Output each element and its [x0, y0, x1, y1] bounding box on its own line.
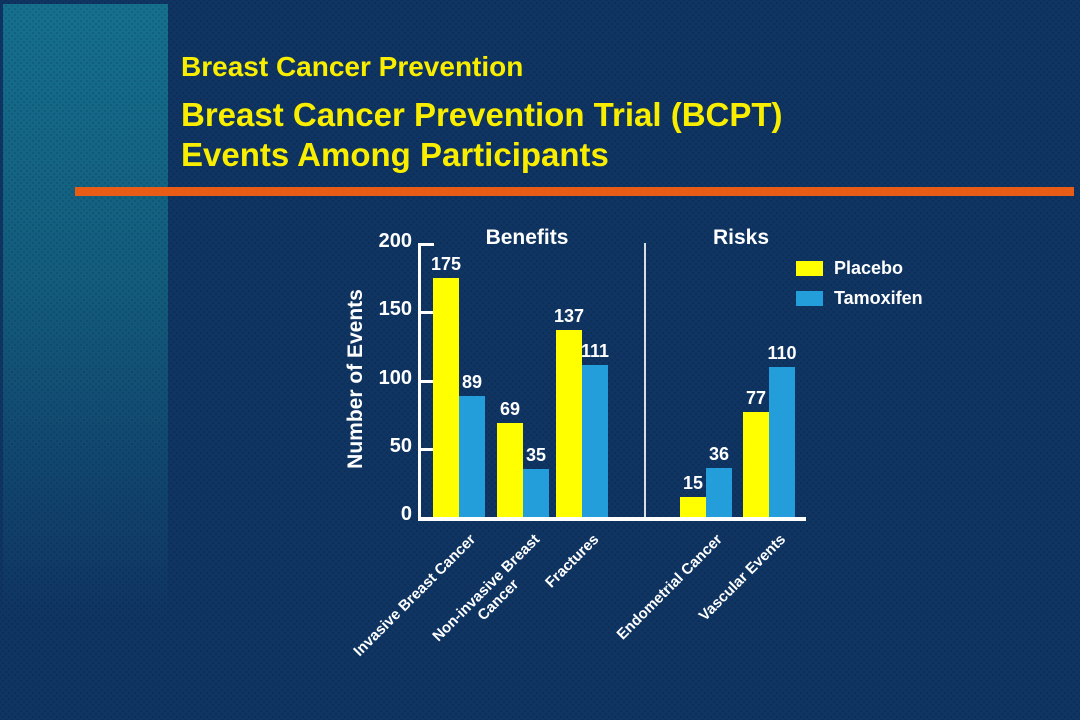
bar-value-label: 89 [461, 372, 483, 392]
y-tick-mark [421, 311, 434, 315]
section-label-benefits: Benefits [485, 226, 569, 249]
bar-placebo [743, 412, 769, 517]
legend-label-placebo: Placebo [834, 258, 904, 278]
x-axis-line [418, 517, 806, 521]
bar-value-label: 69 [499, 399, 521, 419]
bar-value-label: 15 [682, 473, 704, 493]
y-tick-mark [421, 243, 434, 246]
bar-placebo [556, 330, 582, 517]
bar-value-label: 36 [708, 444, 730, 464]
bar-tamoxifen [459, 396, 485, 517]
section-divider-line [644, 243, 646, 517]
y-tick-mark [421, 379, 434, 383]
bar-value-label: 111 [580, 341, 610, 361]
left-accent-panel [3, 4, 168, 619]
legend-label-tamoxifen: Tamoxifen [834, 288, 923, 308]
bar-placebo [433, 278, 459, 517]
y-tick-label: 0 [400, 503, 412, 525]
title-kicker: Breast Cancer Prevention [181, 51, 524, 82]
y-tick-mark [421, 447, 434, 451]
bar-value-label: 110 [767, 343, 797, 363]
bar-placebo [497, 423, 523, 517]
category-label: Fractures [541, 531, 603, 592]
legend-swatch-placebo [796, 261, 823, 276]
y-tick-label: 100 [378, 366, 412, 389]
bar-value-label: 175 [430, 254, 462, 274]
title-main: Breast Cancer Prevention Trial (BCPT) [181, 96, 783, 133]
bar-placebo [680, 497, 706, 517]
y-tick-label: 150 [378, 298, 412, 321]
bar-tamoxifen [769, 367, 795, 517]
bar-tamoxifen [582, 365, 608, 517]
bar-value-label: 137 [553, 306, 585, 326]
accent-rule [75, 187, 1074, 196]
y-axis-line [418, 243, 421, 521]
title-subtitle: Events Among Participants [181, 136, 609, 173]
bar-value-label: 77 [745, 388, 767, 408]
y-tick-label: 50 [389, 434, 412, 457]
bar-tamoxifen [523, 469, 549, 517]
bar-value-label: 35 [525, 445, 547, 465]
category-label: Endometrial Cancer [613, 531, 727, 644]
y-tick-label: 200 [378, 230, 412, 252]
bar-tamoxifen [706, 468, 732, 517]
legend-swatch-tamoxifen [796, 291, 823, 306]
section-label-risks: Risks [712, 226, 770, 249]
